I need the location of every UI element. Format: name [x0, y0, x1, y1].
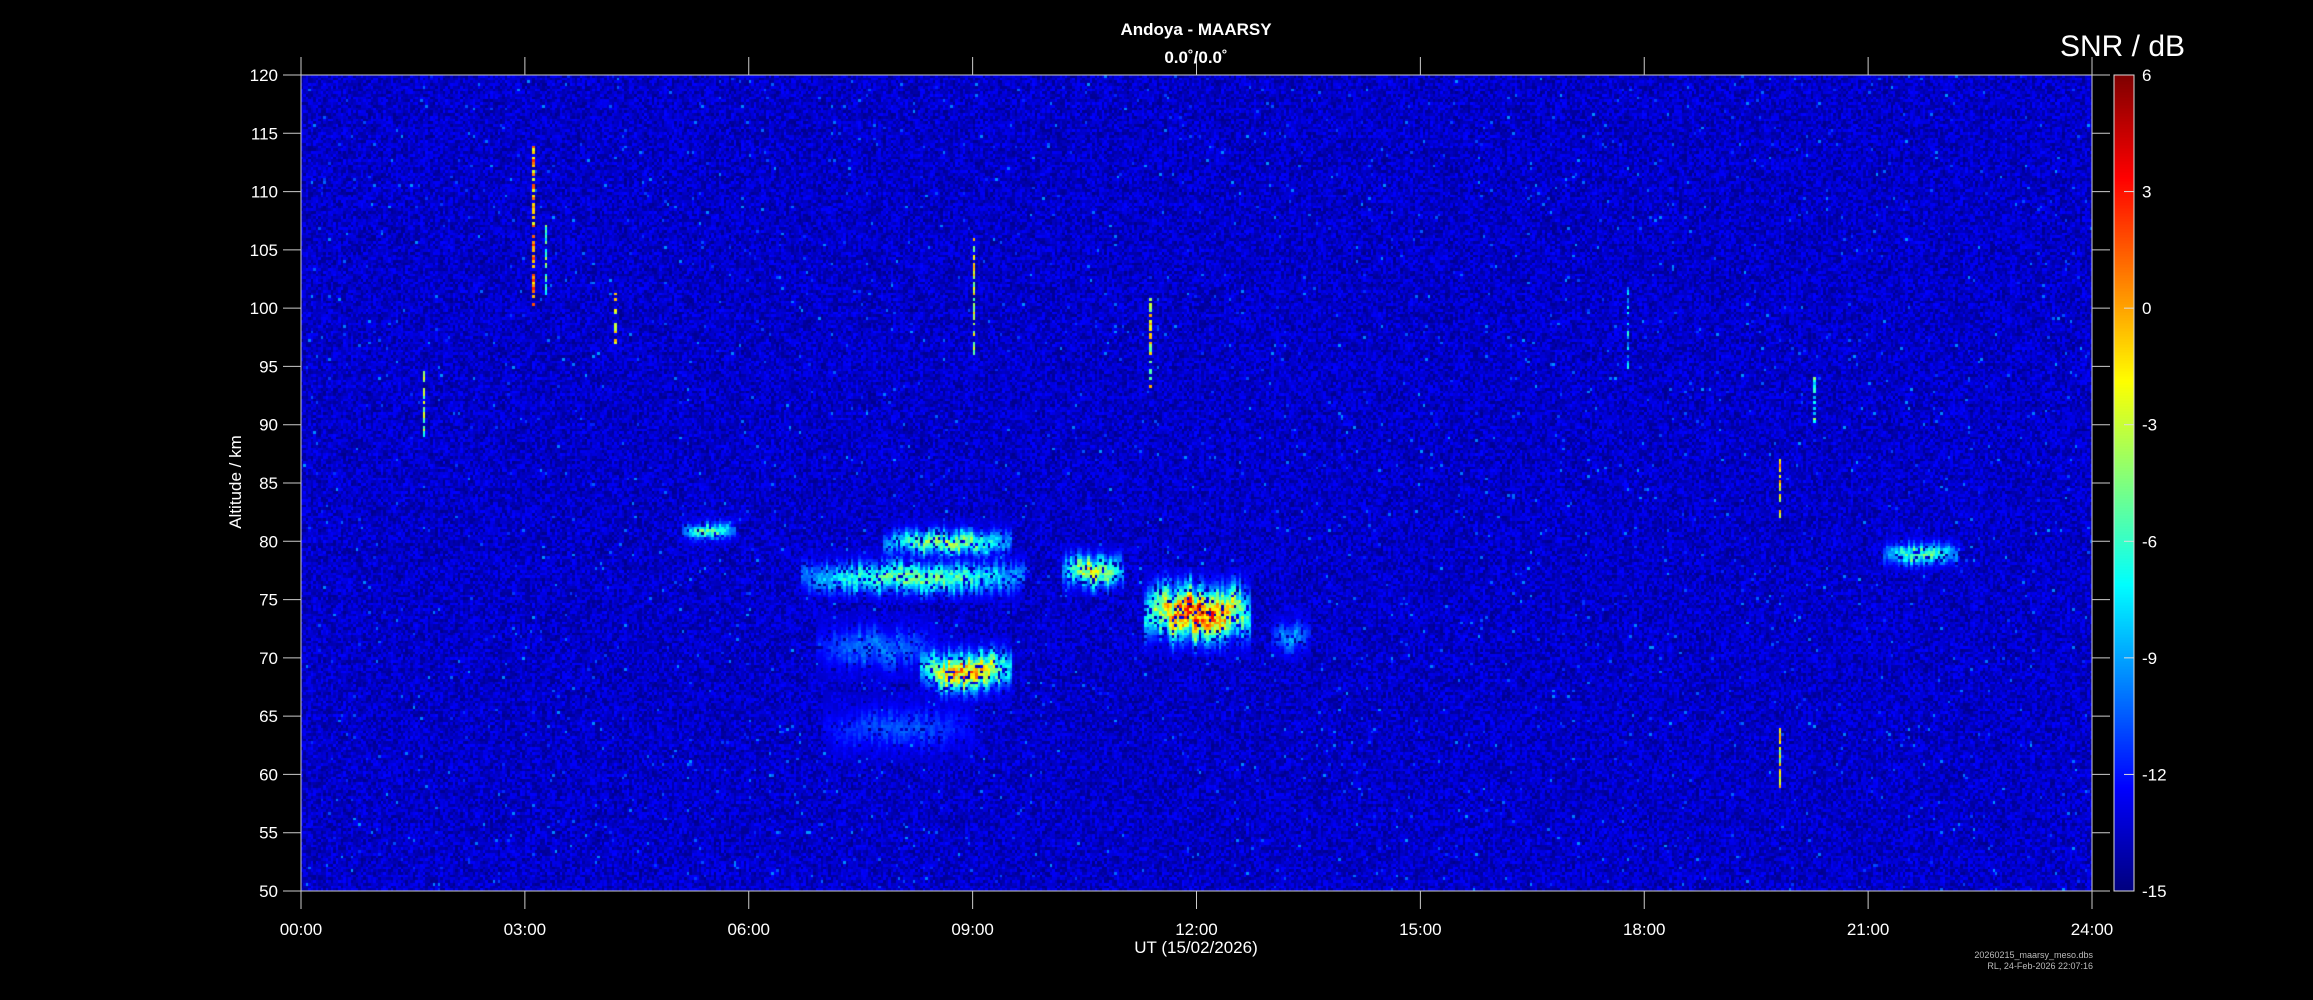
footer-filename: 20260215_maarsy_meso.dbs — [1974, 950, 2093, 960]
x-tick-label: 18:00 — [1623, 920, 1666, 939]
colorbar — [2114, 75, 2134, 891]
y-tick-label: 110 — [251, 183, 278, 202]
y-tick-label: 120 — [250, 66, 278, 85]
x-tick-label: 03:00 — [504, 920, 547, 939]
x-tick-label: 09:00 — [951, 920, 994, 939]
colorbar-tick-label: -12 — [2142, 765, 2167, 784]
y-axis-label: Altitude / km — [226, 435, 245, 529]
x-tick-label: 00:00 — [280, 920, 323, 939]
y-tick-label: 100 — [250, 299, 278, 318]
y-tick-label: 55 — [259, 824, 278, 843]
y-tick-label: 70 — [259, 649, 278, 668]
colorbar-label: SNR / dB — [2060, 30, 2186, 63]
plot-frame — [300, 74, 2093, 892]
x-axis-label: UT (15/02/2026) — [1134, 938, 1258, 957]
colorbar-tick-label: 3 — [2142, 183, 2151, 202]
y-tick-label: 85 — [259, 474, 278, 493]
y-tick-label: 90 — [259, 416, 278, 435]
colorbar-tick-label: 6 — [2142, 66, 2151, 85]
y-tick-label: 75 — [259, 591, 278, 610]
y-tick-label: 80 — [259, 532, 278, 551]
y-tick-label: 50 — [259, 882, 278, 901]
y-tick-label: 65 — [259, 707, 278, 726]
x-tick-label: 24:00 — [2071, 920, 2114, 939]
colorbar-tick-label: -3 — [2142, 416, 2157, 435]
snr-heatmap — [301, 75, 2092, 891]
colorbar-tick-label: 0 — [2142, 299, 2151, 318]
colorbar-tick-label: -15 — [2142, 882, 2167, 901]
y-tick-label: 60 — [259, 765, 278, 784]
x-tick-label: 21:00 — [1847, 920, 1890, 939]
chart-title: Andoya - MAARSY — [1120, 20, 1272, 39]
x-tick-label: 06:00 — [727, 920, 770, 939]
x-tick-label: 12:00 — [1175, 920, 1218, 939]
x-tick-label: 15:00 — [1399, 920, 1442, 939]
y-tick-label: 105 — [250, 241, 278, 260]
footer-stamp: RL, 24-Feb-2026 22:07:16 — [1987, 961, 2093, 971]
colorbar-tick-label: -9 — [2142, 649, 2157, 668]
colorbar-tick-label: -6 — [2142, 532, 2157, 551]
y-tick-label: 95 — [259, 357, 278, 376]
colorbar-frame — [2113, 74, 2135, 892]
y-tick-label: 115 — [251, 124, 278, 143]
